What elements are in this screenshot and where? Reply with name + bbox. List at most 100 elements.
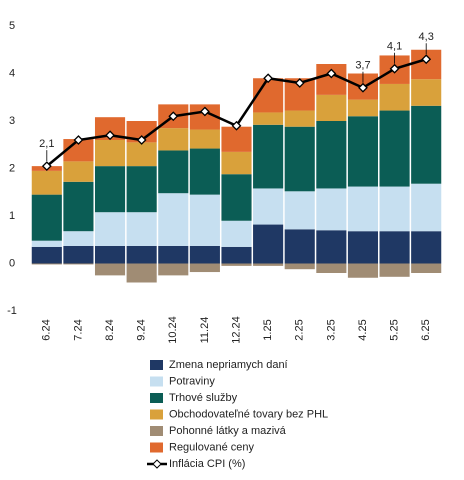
bar-segment <box>379 186 410 232</box>
bar-segment <box>31 170 62 195</box>
legend-swatch <box>150 360 163 370</box>
cpi-marker <box>326 68 337 79</box>
cpi-marker <box>199 106 210 117</box>
y-tick-label: 1 <box>9 210 15 222</box>
bar-segment <box>221 246 252 264</box>
legend-label: Zmena nepriamych daní <box>169 359 288 371</box>
bar-segment <box>31 240 62 247</box>
bar-segment <box>126 121 157 143</box>
bar-segment <box>189 129 220 149</box>
bar-segment <box>94 245 126 264</box>
x-tick-label: 6.24 <box>41 319 53 340</box>
bar-segment <box>63 181 94 232</box>
legend-label: Pohonné látky a mazivá <box>169 425 287 437</box>
bar-segment <box>189 263 220 273</box>
bar-segment <box>347 99 379 117</box>
x-tick-label: 10.24 <box>167 316 179 344</box>
legend-label: Regulované ceny <box>169 441 255 453</box>
y-tick-label: -1 <box>7 305 17 317</box>
bar-segment <box>94 212 126 246</box>
value-label: 3,7 <box>355 60 370 72</box>
bar-segment <box>411 183 442 232</box>
bar-segment <box>284 126 315 192</box>
y-tick-label: 5 <box>9 20 15 32</box>
x-tick-label: 2.25 <box>294 319 306 340</box>
x-tick-label: 9.24 <box>136 319 148 340</box>
bar-segment <box>284 191 315 230</box>
legend-swatch <box>150 409 163 420</box>
bar-segment <box>189 245 220 264</box>
cpi-marker <box>136 135 147 145</box>
bar-segment <box>411 105 442 184</box>
legend-label: Potraviny <box>169 375 215 387</box>
x-tick-label: 1.25 <box>262 319 274 340</box>
value-label: 2,1 <box>39 138 54 150</box>
cpi-marker <box>263 73 274 84</box>
bar-segment <box>126 245 157 264</box>
bar-segment <box>316 263 347 273</box>
bar-segment <box>126 263 157 283</box>
bar-segment <box>347 231 379 264</box>
bar-segment <box>253 112 284 125</box>
bar-segment <box>94 263 126 276</box>
bar-segment <box>221 126 252 152</box>
bar-segment <box>63 263 94 265</box>
bar-segment <box>31 246 62 264</box>
x-tick-label: 11.24 <box>199 317 211 344</box>
bar-segment <box>158 128 189 151</box>
x-tick-label: 4.25 <box>357 319 369 340</box>
x-tick-label: 3.25 <box>325 319 337 340</box>
bar-segment <box>31 263 62 265</box>
legend-swatch <box>150 376 163 387</box>
cpi-marker <box>358 82 368 93</box>
y-tick-label: 0 <box>9 257 15 269</box>
bar-segment <box>347 116 379 187</box>
bar-segment <box>158 263 189 276</box>
bar-segment <box>63 161 94 182</box>
value-label: 4,3 <box>419 31 434 43</box>
bar-segment <box>63 245 94 264</box>
bar-segment <box>94 117 126 140</box>
cpi-marker <box>73 135 84 145</box>
y-tick-label: 2 <box>9 162 15 174</box>
legend-swatch <box>150 393 163 403</box>
bar-segment <box>379 83 410 111</box>
legend-label: Obchodovateľné tovary bez PHL <box>169 408 328 420</box>
bar-segment <box>94 140 126 167</box>
x-tick-label: 5.25 <box>388 319 400 340</box>
legend-swatch <box>150 426 163 436</box>
legend-label: Trhové služby <box>169 392 238 404</box>
bar-segment <box>253 124 284 189</box>
bar-segment <box>411 79 442 106</box>
cpi-marker <box>231 120 242 131</box>
legend-swatch <box>150 442 163 453</box>
bar-segment <box>31 194 62 241</box>
bar-segment <box>316 94 347 121</box>
cpi-marker <box>168 111 179 122</box>
bar-segment <box>94 166 126 213</box>
x-tick-label: 12.24 <box>230 316 242 344</box>
bar-segment <box>284 229 315 264</box>
bar-segment <box>221 220 252 247</box>
bar-segment <box>284 263 315 270</box>
bar-segment <box>253 188 284 225</box>
y-tick-label: 3 <box>9 115 15 127</box>
bar-segment <box>347 263 379 278</box>
bar-segment <box>221 263 252 266</box>
y-tick-label: 4 <box>9 67 15 79</box>
x-tick-label: 6.25 <box>420 319 432 340</box>
bar-segment <box>126 142 157 167</box>
bar-segment <box>253 263 284 266</box>
bar-segment <box>411 231 442 264</box>
bar-segment <box>63 231 94 246</box>
legend-label: Inflácia CPI (%) <box>169 458 245 470</box>
cpi-marker <box>294 78 305 88</box>
bar-segment <box>126 212 157 246</box>
bar-segment <box>189 194 220 246</box>
bar-segment <box>284 110 315 127</box>
cpi-marker <box>105 130 115 141</box>
cpi-marker <box>41 161 52 172</box>
bar-segment <box>221 174 252 221</box>
x-tick-label: 7.24 <box>72 319 84 340</box>
